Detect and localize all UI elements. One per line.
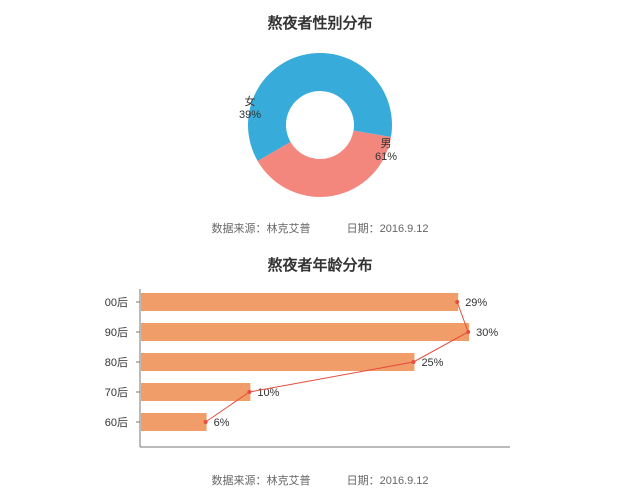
- bar-value-2: 25%: [421, 357, 443, 369]
- age-date-prefix: 日期：: [347, 475, 380, 487]
- age-bar-svg: 00后29%90后30%80后25%70后10%60后6%: [0, 275, 640, 465]
- bar-category-1: 90后: [105, 326, 128, 339]
- bar-3: [141, 383, 250, 401]
- age-chart-title: 熬夜者年龄分布: [0, 236, 640, 275]
- bar-0: [141, 293, 458, 311]
- bar-2: [141, 353, 414, 371]
- trend-marker-2: [411, 360, 415, 364]
- age-source-value: 林克艾普: [266, 475, 310, 487]
- bar-value-1: 30%: [476, 327, 498, 339]
- gender-chart-title: 熬夜者性别分布: [0, 0, 640, 33]
- age-chart: 熬夜者年龄分布 00后29%90后30%80后25%70后10%60后6% 数据…: [0, 236, 640, 488]
- bar-category-0: 00后: [105, 296, 128, 309]
- gender-donut-svg: 男61% 女39%: [0, 33, 640, 213]
- donut-pct-0: 61%: [375, 151, 397, 163]
- donut-label-1: 女: [245, 94, 256, 108]
- trend-marker-4: [204, 420, 208, 424]
- age-date-value: 2016.9.12: [380, 475, 429, 487]
- gender-date-value: 2016.9.12: [380, 223, 429, 235]
- donut-label-0: 男: [381, 138, 392, 150]
- gender-chart: 熬夜者性别分布 男61% 女39% 数据来源：林克艾普 日期：2016.9.12: [0, 0, 640, 236]
- trend-marker-3: [247, 390, 251, 394]
- age-source-prefix: 数据来源：: [211, 475, 266, 487]
- bar-category-3: 70后: [105, 386, 128, 399]
- bar-value-0: 29%: [465, 297, 487, 309]
- gender-date-prefix: 日期：: [347, 223, 380, 235]
- trend-marker-1: [466, 330, 470, 334]
- donut-pct-1: 39%: [239, 109, 261, 121]
- bar-4: [141, 413, 207, 431]
- trend-marker-0: [455, 300, 459, 304]
- bar-category-4: 60后: [105, 416, 128, 429]
- bar-value-4: 6%: [214, 417, 230, 429]
- bar-category-2: 80后: [105, 356, 128, 369]
- gender-source-prefix: 数据来源：: [211, 223, 266, 235]
- bar-1: [141, 323, 469, 341]
- gender-source-line: 数据来源：林克艾普 日期：2016.9.12: [0, 220, 640, 236]
- page: 熬夜者性别分布 男61%女39% 数据来源：林克艾普 日期：2016.9.12 …: [0, 0, 640, 504]
- gender-source-value: 林克艾普: [266, 223, 310, 235]
- age-source-line: 数据来源：林克艾普 日期：2016.9.12: [0, 472, 640, 488]
